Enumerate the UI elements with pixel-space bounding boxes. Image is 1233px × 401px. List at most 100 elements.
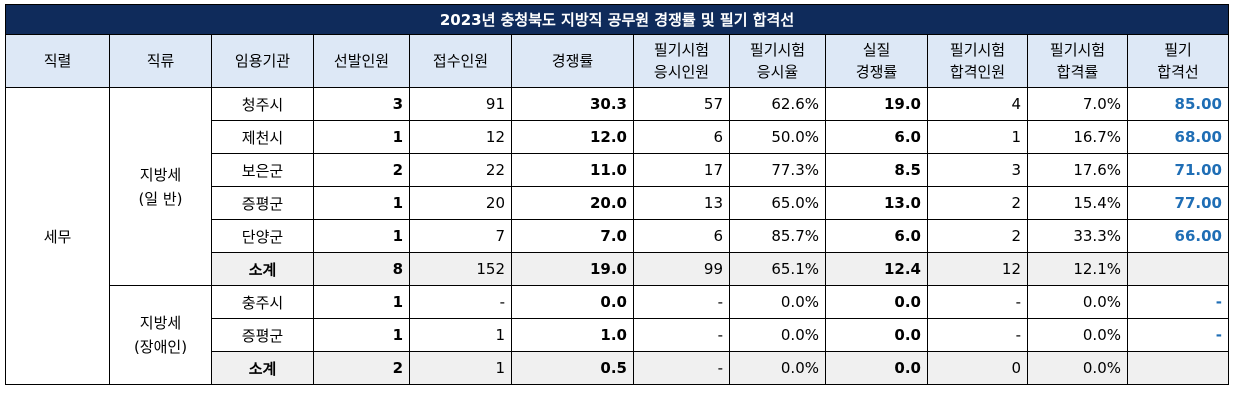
- ratio-cell: 30.3: [511, 87, 634, 121]
- ratio-cell: 0.5: [511, 351, 634, 385]
- table-row: 보은군 2 22 11.0 17 77.3% 8.5 3 17.6% 71.00: [6, 153, 1229, 187]
- real-ratio-cell: 19.0: [825, 87, 928, 121]
- jikryu-line1: 지방세: [139, 314, 182, 332]
- header-real-ratio-line1: 실질: [862, 41, 891, 59]
- cutoff-cell: [1127, 351, 1229, 385]
- subtotal-label: 소계: [211, 252, 314, 286]
- agency-cell: 청주시: [211, 87, 314, 121]
- apply-cell: 1: [409, 318, 512, 352]
- test-rate-cell: 77.3%: [729, 153, 826, 187]
- header-pass-rate-line1: 필기시험: [1049, 41, 1106, 59]
- agency-cell: 충주시: [211, 285, 314, 319]
- pass-rate-cell: 15.4%: [1027, 186, 1128, 220]
- test-cell: 99: [633, 252, 730, 286]
- header-test-count-line1: 필기시험: [653, 41, 710, 59]
- results-table: 2023년 충청북도 지방직 공무원 경쟁률 및 필기 합격선 직렬 직류 임용…: [5, 4, 1229, 385]
- test-rate-cell: 62.6%: [729, 87, 826, 121]
- real-ratio-cell: 0.0: [825, 285, 928, 319]
- apply-cell: 152: [409, 252, 512, 286]
- test-rate-cell: 65.0%: [729, 186, 826, 220]
- select-cell: 1: [313, 318, 410, 352]
- header-pass-rate-line2: 합격률: [1056, 63, 1099, 81]
- agency-cell: 증평군: [211, 318, 314, 352]
- select-cell: 3: [313, 87, 410, 121]
- agency-cell: 보은군: [211, 153, 314, 187]
- pass-cell: 4: [927, 87, 1028, 121]
- agency-cell: 단양군: [211, 219, 314, 253]
- pass-cell: 2: [927, 219, 1028, 253]
- pass-cell: -: [927, 318, 1028, 352]
- test-rate-cell: 65.1%: [729, 252, 826, 286]
- ratio-cell: 12.0: [511, 120, 634, 154]
- apply-cell: 7: [409, 219, 512, 253]
- select-cell: 1: [313, 219, 410, 253]
- agency-cell: 제천시: [211, 120, 314, 154]
- header-real-ratio-line2: 경쟁률: [855, 63, 898, 81]
- ratio-cell: 7.0: [511, 219, 634, 253]
- pass-cell: 2: [927, 186, 1028, 220]
- pass-cell: 0: [927, 351, 1028, 385]
- pass-rate-cell: 0.0%: [1027, 285, 1128, 319]
- subtotal-row: 소계 2 1 0.5 - 0.0% 0.0 0 0.0%: [6, 351, 1229, 385]
- select-cell: 2: [313, 351, 410, 385]
- cutoff-cell: [1127, 252, 1229, 286]
- test-cell: 17: [633, 153, 730, 187]
- header-cutoff-line1: 필기: [1164, 41, 1192, 59]
- header-row: 직렬 직류 임용기관 선발인원 접수인원 경쟁률 필기시험 응시인원 필기시험 응시…: [5, 34, 1229, 88]
- test-cell: -: [633, 351, 730, 385]
- pass-rate-cell: 17.6%: [1027, 153, 1128, 187]
- table-row: 세무 지방세 (일 반) 청주시 3 91 30.3 57 62.6% 19.0 …: [5, 87, 1229, 385]
- cutoff-cell: 71.00: [1127, 153, 1229, 187]
- jikryu-cell: 지방세 (장애인): [109, 285, 212, 385]
- test-cell: 57: [633, 87, 730, 121]
- header-select: 선발인원: [313, 34, 410, 88]
- results-table-container: 2023년 충청북도 지방직 공무원 경쟁률 및 필기 합격선 직렬 직류 임용…: [5, 4, 1229, 385]
- header-test-rate-line2: 응시율: [756, 63, 799, 81]
- header-jikryu: 직류: [109, 34, 212, 88]
- real-ratio-cell: 6.0: [825, 219, 928, 253]
- jikryu-line1: 지방세: [139, 165, 182, 184]
- pass-cell: 12: [927, 252, 1028, 286]
- table-row: 지방세 (장애인) 충주시 1 - 0.0 - 0.0% 0.0 - 0.0% -: [6, 285, 1229, 385]
- select-cell: 1: [313, 285, 410, 319]
- pass-rate-cell: 33.3%: [1027, 219, 1128, 253]
- header-test-count-line2: 응시인원: [653, 63, 710, 81]
- real-ratio-cell: 0.0: [825, 318, 928, 352]
- header-apply: 접수인원: [409, 34, 512, 88]
- apply-cell: 1: [409, 351, 512, 385]
- real-ratio-cell: 6.0: [825, 120, 928, 154]
- jikryu-line2: (장애인): [133, 338, 188, 356]
- header-test-rate-line1: 필기시험: [749, 41, 806, 59]
- subtotal-label: 소계: [211, 351, 314, 385]
- select-cell: 2: [313, 153, 410, 187]
- real-ratio-cell: 8.5: [825, 153, 928, 187]
- table-row: 증평군 1 20 20.0 13 65.0% 13.0 2 15.4% 77.0…: [6, 186, 1229, 220]
- select-cell: 1: [313, 120, 410, 154]
- pass-cell: 3: [927, 153, 1028, 187]
- pass-cell: -: [927, 285, 1028, 319]
- pass-rate-cell: 16.7%: [1027, 120, 1128, 154]
- apply-cell: 20: [409, 186, 512, 220]
- table-row: 증평군 1 1 1.0 - 0.0% 0.0 - 0.0% -: [6, 318, 1229, 352]
- cutoff-cell: -: [1127, 285, 1229, 319]
- agency-cell: 증평군: [211, 186, 314, 220]
- test-cell: 6: [633, 120, 730, 154]
- real-ratio-cell: 0.0: [825, 351, 928, 385]
- table-row: 제천시 1 12 12.0 6 50.0% 6.0 1 16.7% 68.00: [6, 120, 1229, 154]
- header-jiklyeol: 직렬: [5, 34, 110, 88]
- header-cutoff-line2: 합격선: [1157, 63, 1199, 81]
- apply-cell: -: [409, 285, 512, 319]
- ratio-cell: 11.0: [511, 153, 634, 187]
- pass-rate-cell: 0.0%: [1027, 351, 1128, 385]
- test-cell: 13: [633, 186, 730, 220]
- header-pass-count: 필기시험 합격인원: [927, 34, 1028, 88]
- table-title: 2023년 충청북도 지방직 공무원 경쟁률 및 필기 합격선: [5, 4, 1229, 35]
- title-row: 2023년 충청북도 지방직 공무원 경쟁률 및 필기 합격선: [5, 4, 1229, 35]
- test-cell: -: [633, 285, 730, 319]
- jiklyeol-cell: 세무: [5, 87, 110, 385]
- pass-cell: 1: [927, 120, 1028, 154]
- header-ratio: 경쟁률: [511, 34, 634, 88]
- apply-cell: 22: [409, 153, 512, 187]
